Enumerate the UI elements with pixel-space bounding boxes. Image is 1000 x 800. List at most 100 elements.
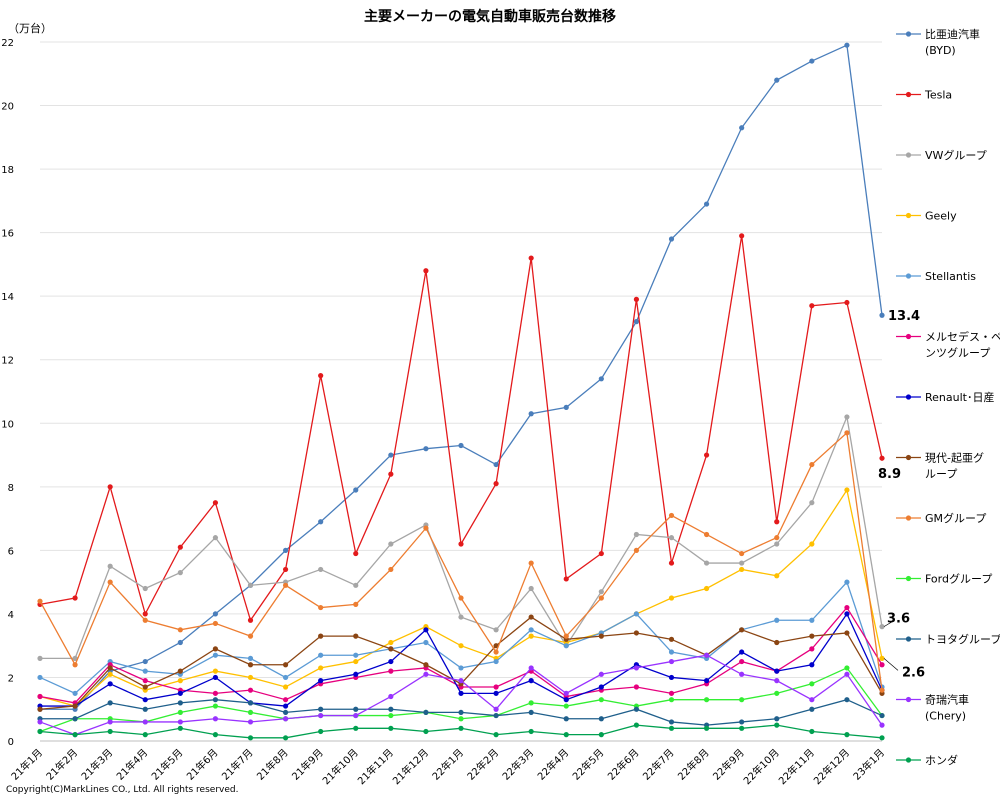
data-point <box>212 697 219 703</box>
data-point <box>177 725 183 731</box>
legend-item: トヨタグループ <box>896 632 1000 646</box>
data-point <box>37 598 43 604</box>
legend-label: ホンダ <box>925 753 958 767</box>
data-point <box>142 684 148 690</box>
y-tick-label: 16 <box>1 229 14 240</box>
data-point <box>247 662 254 668</box>
data-point <box>37 693 43 700</box>
legend-item: Stellantis <box>896 270 976 283</box>
data-point <box>388 566 394 573</box>
data-point <box>528 678 534 684</box>
legend-item: GMグループ <box>896 511 986 525</box>
data-point <box>633 722 640 728</box>
legend-label: Geely <box>925 210 957 223</box>
x-tick-label: 22年4月 <box>535 746 572 783</box>
series-ホンダ <box>37 722 885 741</box>
chart-title: 主要メーカーの電気自動車販売台数推移 <box>364 9 616 25</box>
data-point <box>37 728 43 735</box>
data-point <box>72 595 78 601</box>
data-point <box>774 535 780 541</box>
data-point <box>247 633 254 639</box>
legend-label: Renault･日産 <box>925 391 994 404</box>
data-point <box>212 716 219 722</box>
data-point <box>739 233 745 239</box>
x-tick-label: 21年8月 <box>254 746 291 783</box>
data-point <box>318 519 324 525</box>
data-point <box>774 519 780 525</box>
data-point <box>72 690 78 696</box>
x-tick-label: 21年4月 <box>114 746 151 783</box>
data-point <box>668 649 675 655</box>
data-point <box>493 712 499 719</box>
legend-marker <box>905 333 912 340</box>
data-point <box>142 617 148 623</box>
data-point <box>318 633 324 639</box>
data-point <box>318 728 324 735</box>
data-point <box>844 430 850 436</box>
data-point <box>212 646 219 652</box>
x-tick-label: 22年9月 <box>710 746 747 783</box>
legend-marker <box>905 212 912 219</box>
data-point <box>177 700 183 706</box>
data-point <box>633 684 640 690</box>
legend-marker <box>905 515 912 521</box>
data-point <box>247 687 254 693</box>
data-point <box>563 732 569 738</box>
data-point <box>598 716 604 722</box>
data-point <box>423 662 429 668</box>
x-tick-label: 22年2月 <box>464 746 501 783</box>
data-point <box>388 725 394 731</box>
data-point <box>282 547 289 553</box>
legend-label: GMグループ <box>925 511 986 525</box>
data-point <box>247 617 254 623</box>
data-point <box>774 678 780 684</box>
data-point <box>423 525 429 531</box>
data-point <box>37 655 43 661</box>
data-point <box>739 658 745 665</box>
data-point <box>72 655 78 661</box>
legend-marker <box>905 696 912 703</box>
data-point <box>318 373 324 379</box>
data-point <box>142 697 148 703</box>
x-tick-label: 22年11月 <box>776 746 817 787</box>
x-tick-label: 22年8月 <box>675 746 712 783</box>
data-point <box>212 611 219 617</box>
x-tick-label: 21年9月 <box>289 746 326 783</box>
x-tick-label: 21年2月 <box>43 746 80 783</box>
legend-marker <box>905 273 912 279</box>
series-メルセデス・ベンツグループ <box>37 604 885 706</box>
data-point <box>458 643 464 649</box>
x-tick-label: 21年1月 <box>8 746 45 783</box>
data-point <box>247 735 254 741</box>
series-比亜迪汽車(BYD) <box>37 42 885 712</box>
data-point <box>844 487 850 493</box>
data-point <box>177 668 183 674</box>
series-トヨタグループ <box>37 697 885 728</box>
x-tick-label: 21年10月 <box>320 746 361 787</box>
data-point <box>282 735 289 741</box>
data-point <box>563 697 569 703</box>
annotation-label: 13.4 <box>888 309 920 324</box>
data-point <box>458 541 464 547</box>
y-tick-label: 12 <box>1 356 14 367</box>
data-point <box>282 662 289 668</box>
data-point <box>388 646 394 652</box>
legend-label: 奇瑞汽車 <box>925 693 969 707</box>
data-point <box>879 455 885 461</box>
data-point <box>774 541 780 547</box>
data-point <box>633 296 640 302</box>
data-point <box>493 481 499 487</box>
data-point <box>458 614 464 620</box>
data-point <box>353 582 359 588</box>
data-point <box>844 579 850 585</box>
x-tick-label: 21年12月 <box>390 746 431 787</box>
data-point <box>388 693 394 700</box>
data-point <box>212 500 219 506</box>
data-point <box>774 617 780 623</box>
legend-item: Geely <box>896 210 957 223</box>
data-point <box>353 550 359 557</box>
legend-marker <box>905 454 912 461</box>
legend-label: Fordグループ <box>925 572 992 586</box>
data-point <box>177 709 183 716</box>
